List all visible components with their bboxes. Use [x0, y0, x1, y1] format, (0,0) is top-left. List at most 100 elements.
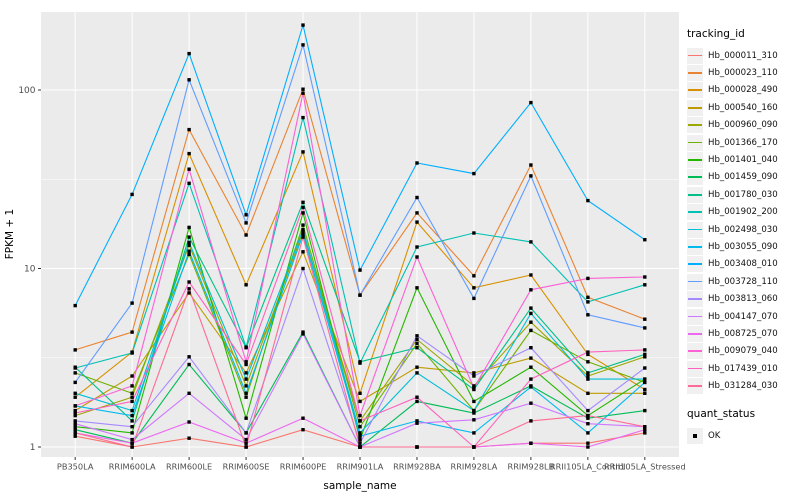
data-point — [472, 384, 476, 388]
data-point — [529, 240, 533, 244]
legend-entry: Hb_002498_030 — [687, 221, 799, 238]
data-point — [244, 437, 248, 442]
data-point — [472, 296, 476, 301]
data-point — [415, 346, 419, 350]
data-point — [415, 161, 419, 165]
legend-entry-label: Hb_003813_060 — [708, 294, 778, 305]
legend-key — [687, 82, 703, 99]
data-point — [301, 223, 305, 227]
data-point — [301, 330, 305, 334]
legend-entry-label: Hb_002498_030 — [708, 224, 778, 235]
legend-key — [687, 186, 703, 203]
data-point — [73, 431, 77, 435]
data-point — [73, 434, 77, 438]
data-point — [472, 411, 476, 415]
data-point — [643, 283, 647, 287]
data-point — [358, 445, 362, 449]
legend-key-line — [688, 332, 702, 335]
legend-entry-label: Hb_004147_070 — [708, 311, 778, 322]
quant-key-point — [693, 433, 697, 438]
data-point — [586, 198, 590, 203]
y-axis: 1 10 100 — [18, 86, 41, 453]
y-axis-title: FPKM + 1 — [4, 209, 16, 259]
legend-key-line — [688, 106, 702, 109]
legend-key-line — [688, 385, 702, 387]
data-point — [244, 391, 248, 395]
x-axis: PB350LA RRIM600LA RRIM600LE RRIM600SE RRIM60… — [57, 457, 686, 472]
data-point — [244, 345, 248, 349]
data-point — [301, 115, 305, 120]
legend-entry: Hb_031284_030 — [687, 377, 799, 395]
legend-key — [687, 291, 703, 308]
data-point — [415, 395, 419, 399]
data-point — [358, 361, 362, 365]
data-point — [643, 348, 647, 352]
data-point — [529, 163, 533, 167]
x-tick-label: RRII105LA_Stressed — [604, 462, 686, 472]
data-point — [586, 374, 590, 378]
data-point — [244, 360, 248, 364]
data-point — [415, 195, 419, 200]
data-point — [415, 334, 419, 338]
data-point — [586, 350, 590, 354]
data-point — [187, 243, 191, 247]
data-point — [472, 231, 476, 235]
legend-entry: Hb_003728_110 — [687, 273, 799, 290]
data-point — [415, 286, 419, 290]
legend-key — [687, 308, 703, 325]
data-point — [472, 371, 476, 375]
data-point — [415, 445, 419, 449]
data-point — [130, 445, 134, 449]
data-point — [415, 421, 419, 425]
data-point — [187, 362, 191, 367]
data-point — [244, 362, 248, 367]
data-point — [73, 428, 77, 432]
data-point — [643, 352, 647, 357]
legend-key-line — [688, 141, 702, 144]
data-point — [529, 377, 533, 381]
data-point — [643, 425, 647, 429]
legend-key-line — [688, 263, 702, 266]
data-point — [130, 374, 134, 378]
data-point — [643, 326, 647, 330]
data-point — [187, 78, 191, 82]
data-point — [586, 408, 590, 413]
data-point — [301, 230, 305, 234]
legend-key — [687, 65, 703, 82]
data-point — [187, 51, 191, 56]
legend-entry-label: Hb_003408_010 — [708, 259, 778, 270]
data-point — [586, 371, 590, 375]
data-point — [415, 341, 419, 346]
legend-entry: Hb_001902_200 — [687, 204, 799, 221]
data-point — [301, 332, 305, 336]
legend: tracking_id Hb_000011_310 Hb_000023_110 Hb… — [687, 28, 799, 444]
data-point — [643, 428, 647, 432]
data-point — [415, 245, 419, 249]
legend-key-line — [688, 315, 702, 318]
legend-key-line — [688, 245, 702, 248]
data-point — [415, 255, 419, 259]
legend-entry: Hb_008725_070 — [687, 325, 799, 342]
data-point — [358, 434, 362, 438]
data-point — [130, 413, 134, 418]
data-point — [472, 386, 476, 390]
legend-entry-label: Hb_000023_110 — [708, 68, 778, 79]
data-point — [529, 365, 533, 369]
data-point — [187, 391, 191, 395]
legend-key-line — [688, 367, 702, 370]
legend-entry-label: Hb_009079_040 — [708, 346, 778, 357]
legend-title-tracking: tracking_id — [687, 28, 745, 40]
legend-entry-label: Hb_000028_490 — [708, 85, 778, 96]
legend-key — [687, 117, 703, 134]
data-point — [472, 286, 476, 290]
data-point — [586, 276, 590, 281]
legend-entry: Hb_003408_010 — [687, 256, 799, 273]
data-point — [301, 416, 305, 420]
legend-entry-label: Hb_000540_160 — [708, 102, 778, 113]
quant-legend-entry: OK — [687, 427, 799, 444]
legend-key — [687, 360, 703, 377]
legend-entry: Hb_001366_170 — [687, 134, 799, 151]
data-point — [130, 351, 134, 355]
data-point — [73, 391, 77, 395]
